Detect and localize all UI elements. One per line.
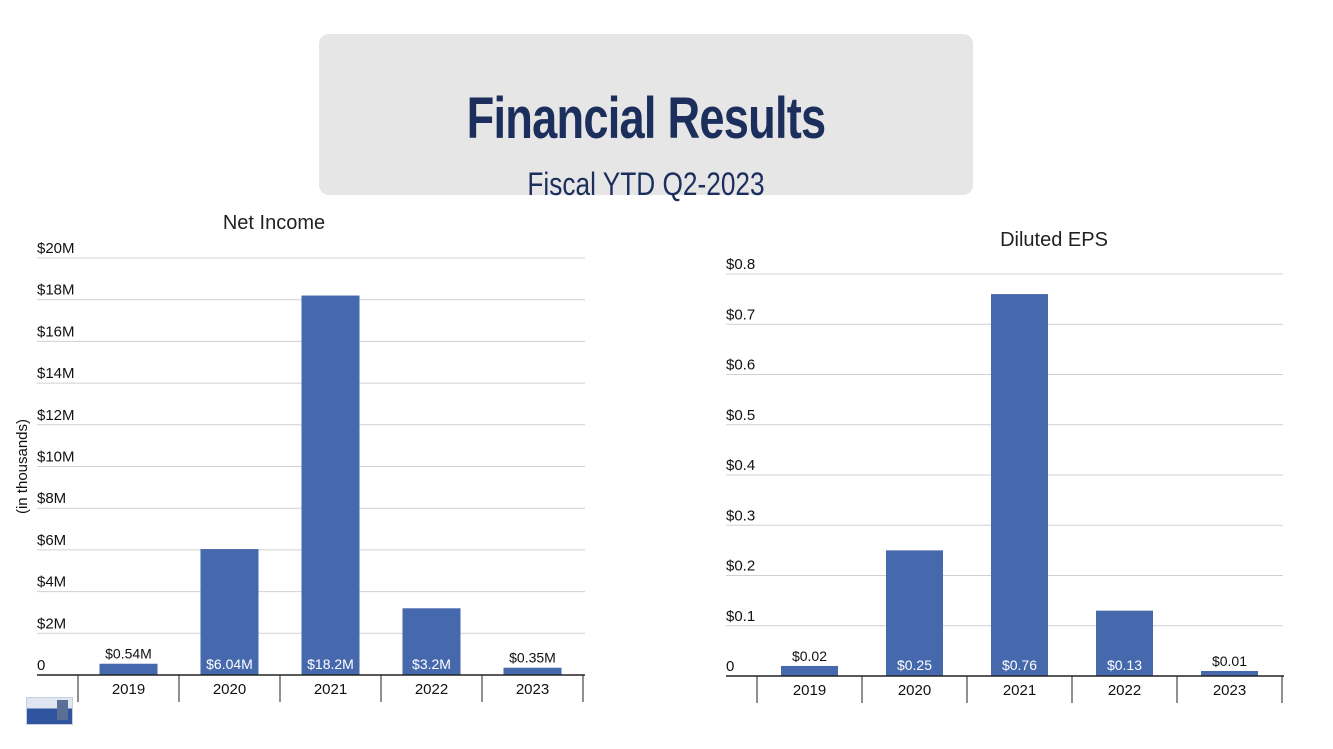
diluted-eps-y-tick-label: $0.2 bbox=[726, 558, 755, 575]
net-income-data-label: $0.35M bbox=[509, 650, 556, 666]
net-income-y-tick-label: $18M bbox=[37, 282, 75, 299]
net-income-y-tick-label: $6M bbox=[37, 532, 66, 549]
net-income-y-tick-label: $8M bbox=[37, 490, 66, 507]
diluted-eps-bar-2023 bbox=[1201, 670, 1258, 676]
net-income-y-tick-label: $12M bbox=[37, 407, 75, 424]
diluted-eps-bar-2020 bbox=[886, 550, 943, 676]
diluted-eps-x-tick-label: 2023 bbox=[1213, 682, 1246, 699]
diluted-eps-x-tick-label: 2019 bbox=[793, 682, 826, 699]
net-income-bar-2022 bbox=[402, 608, 461, 675]
diluted-eps-y-tick-label: $0.8 bbox=[726, 256, 755, 273]
diluted-eps-x-tick-label: 2021 bbox=[1003, 682, 1036, 699]
net-income-y-tick-label: 0 bbox=[37, 657, 45, 674]
net-income-y-axis-label: (in thousands) bbox=[14, 419, 31, 514]
net-income-y-tick-label: $14M bbox=[37, 365, 75, 382]
diluted-eps-y-tick-label: $0.1 bbox=[726, 608, 755, 625]
diluted-eps-bar-2022 bbox=[1096, 610, 1153, 676]
net-income-bar-2023 bbox=[503, 667, 562, 675]
net-income-data-label: $3.2M bbox=[412, 656, 451, 672]
net-income-x-tick-label: 2021 bbox=[314, 681, 347, 698]
net-income-y-tick-label: $16M bbox=[37, 323, 75, 340]
diluted-eps-bar-2021 bbox=[991, 294, 1048, 676]
diluted-eps-data-label: $0.25 bbox=[897, 657, 932, 673]
net-income-bar-2019 bbox=[99, 663, 158, 675]
company-logo-icon bbox=[26, 697, 73, 725]
net-income-y-tick-label: $2M bbox=[37, 615, 66, 632]
net-income-x-tick-label: 2019 bbox=[112, 681, 145, 698]
net-income-bar-2020 bbox=[200, 549, 259, 675]
diluted-eps-bar-2019 bbox=[781, 665, 838, 676]
net-income-bar-2021 bbox=[301, 295, 360, 675]
net-income-chart-title: Net Income bbox=[223, 212, 325, 234]
net-income-chart: Net Income 0 $2M $4M $6M $8M $10M $12M $14M $16M $… bbox=[14, 212, 585, 702]
net-income-y-tick-label: $20M bbox=[37, 240, 75, 257]
page-title: Financial Results bbox=[466, 86, 827, 151]
diluted-eps-y-tick-label: $0.5 bbox=[726, 407, 755, 424]
title-panel: Financial Results Fiscal YTD Q2-2023 bbox=[319, 34, 973, 200]
net-income-y-tick-label: $10M bbox=[37, 449, 75, 466]
building-icon bbox=[57, 700, 68, 720]
net-income-x-tick-label: 2022 bbox=[415, 681, 448, 698]
diluted-eps-chart-title: Diluted EPS bbox=[1000, 229, 1108, 251]
diluted-eps-data-label: $0.13 bbox=[1107, 657, 1142, 673]
diluted-eps-x-tick-label: 2022 bbox=[1108, 682, 1141, 699]
page-subtitle: Fiscal YTD Q2-2023 bbox=[527, 166, 765, 202]
net-income-data-label: $6.04M bbox=[206, 656, 253, 672]
diluted-eps-y-tick-label: $0.3 bbox=[726, 507, 755, 524]
net-income-x-tick-label: 2020 bbox=[213, 681, 246, 698]
diluted-eps-y-tick-label: $0.7 bbox=[726, 306, 755, 323]
diluted-eps-y-tick-label: 0 bbox=[726, 658, 734, 675]
diluted-eps-data-label: $0.02 bbox=[792, 648, 827, 664]
diluted-eps-data-label: $0.01 bbox=[1212, 653, 1247, 669]
diluted-eps-data-label: $0.76 bbox=[1002, 657, 1037, 673]
net-income-y-tick-label: $4M bbox=[37, 574, 66, 591]
net-income-data-label: $0.54M bbox=[105, 646, 152, 662]
net-income-x-tick-label: 2023 bbox=[516, 681, 549, 698]
net-income-data-label: $18.2M bbox=[307, 656, 354, 672]
diluted-eps-y-tick-label: $0.6 bbox=[726, 357, 755, 374]
diluted-eps-x-tick-label: 2020 bbox=[898, 682, 931, 699]
diluted-eps-y-tick-label: $0.4 bbox=[726, 457, 755, 474]
